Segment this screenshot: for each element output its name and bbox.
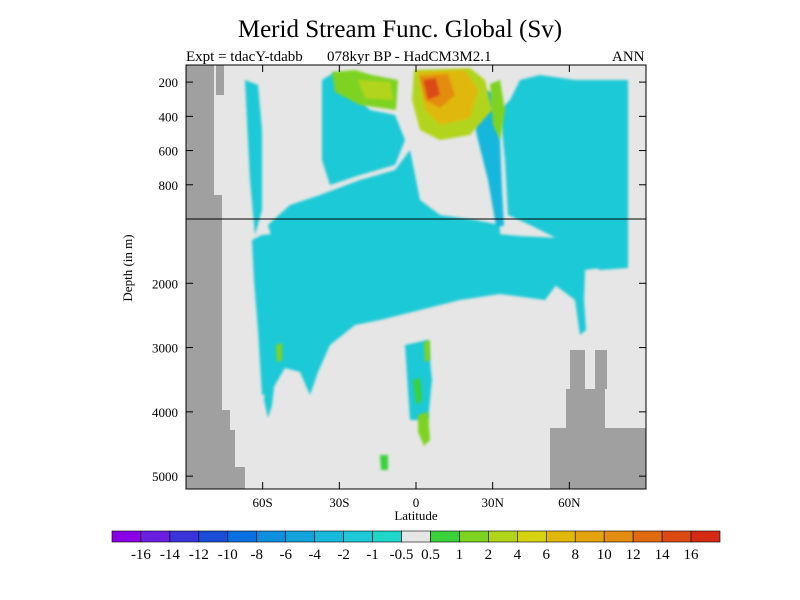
colorbar-label: 6 — [543, 547, 551, 563]
southern-boundary-strip — [245, 80, 262, 235]
colorbar-swatch — [256, 530, 287, 543]
x-tick-label: 60N — [558, 495, 581, 510]
x-tick-label: 30N — [481, 495, 504, 510]
colorbar-label: 10 — [597, 547, 612, 563]
y-tick-label: 800 — [159, 178, 179, 193]
y-tick-label: 400 — [159, 109, 179, 124]
y-tick-label: 4000 — [152, 405, 178, 420]
colorbar-label: 16 — [684, 547, 700, 563]
colorbar-swatch — [140, 530, 171, 543]
y-tick-label: 3000 — [152, 341, 178, 356]
subtropical-cell-core — [423, 78, 440, 100]
southern-deep-tongue — [264, 370, 276, 418]
colorbar-label: 8 — [571, 547, 579, 563]
colorbar-swatch — [401, 530, 431, 543]
colorbar: -16 -14 -12 -10 -8 -6 -4 -2 -1 -0.5 0.5 1 2 4 6 8 10 12 14… — [111, 530, 721, 563]
y-tick-label: 2000 — [152, 276, 178, 291]
colorbar-swatch — [430, 530, 460, 543]
y-tick-label: 600 — [159, 144, 179, 159]
experiment-label: Expt = tdacY-tdabb — [186, 49, 303, 65]
y-tick-label: 5000 — [152, 469, 178, 484]
bottom-positive-spot — [380, 455, 388, 470]
southern-positive-spot — [276, 343, 282, 362]
colorbar-swatch — [198, 530, 229, 543]
colorbar-swatch — [690, 530, 721, 543]
colorbar-swatch — [285, 530, 315, 543]
colorbar-swatch — [227, 530, 258, 543]
period-label: 078kyr BP - HadCM3M2.1 — [327, 49, 492, 65]
x-axis: 60S 30S 0 30N 60N — [253, 65, 581, 510]
colorbar-swatch — [459, 530, 489, 543]
colorbar-label: -10 — [218, 547, 238, 563]
colorbar-label: 0.5 — [421, 547, 440, 563]
colorbar-label: 12 — [626, 547, 641, 563]
north-atlantic-cell — [500, 75, 628, 245]
colorbar-swatch — [517, 530, 547, 543]
x-tick-label: 60S — [253, 495, 273, 510]
x-tick-label: 30S — [329, 495, 349, 510]
upper-south-cell — [268, 150, 500, 252]
colorbar-label: -12 — [189, 547, 209, 563]
heatmap-field — [186, 65, 646, 489]
colorbar-swatch — [372, 530, 402, 543]
colorbar-swatch — [343, 530, 373, 543]
colorbar-label: 2 — [485, 547, 493, 563]
northern-bathymetry — [550, 350, 646, 489]
mid-depth-cell — [252, 232, 628, 395]
colorbar-label: -14 — [160, 547, 180, 563]
northern-positive-strip — [490, 80, 505, 140]
southern-upper-cell — [322, 72, 405, 185]
positive-region — [276, 68, 505, 470]
x-axis-title: Latitude — [394, 508, 438, 523]
colorbar-label: 14 — [655, 547, 671, 563]
antarctica-land — [186, 65, 245, 489]
southern-positive-core — [358, 80, 393, 100]
season-label: ANN — [612, 49, 645, 65]
equatorial-positive-spot — [413, 378, 422, 405]
colorbar-swatch — [169, 530, 200, 543]
y-axis: 200 400 600 800 2000 3000 4000 5000 — [152, 75, 646, 484]
colorbar-label: 4 — [514, 547, 522, 563]
colorbar-swatch — [488, 530, 518, 543]
colorbar-label: -4 — [308, 547, 321, 563]
colorbar-label: -1 — [366, 547, 379, 563]
colorbar-label: -2 — [337, 547, 350, 563]
colorbar-swatch — [574, 530, 605, 543]
north-deep-tongue — [540, 240, 600, 335]
colorbar-label: -16 — [131, 547, 151, 563]
chart-title: Merid Stream Func. Global (Sv) — [237, 16, 563, 43]
colorbar-label: -6 — [279, 547, 292, 563]
colorbar-swatch — [661, 530, 692, 543]
colorbar-label: -8 — [251, 547, 264, 563]
colorbar-label: 1 — [456, 547, 464, 563]
deep-positive-spot — [418, 412, 430, 446]
colorbar-swatch — [632, 530, 663, 543]
y-tick-label: 200 — [159, 75, 179, 90]
colorbar-swatch — [111, 530, 142, 543]
y-axis-title: Depth (in m) — [120, 234, 135, 301]
colorbar-swatch — [314, 530, 344, 543]
small-positive-spot — [424, 340, 430, 362]
colorbar-label: -0.5 — [390, 547, 414, 563]
colorbar-swatch — [603, 530, 634, 543]
southern-shelf — [216, 65, 224, 95]
colorbar-swatch — [545, 530, 576, 543]
x-tick-label: 0 — [413, 495, 420, 510]
